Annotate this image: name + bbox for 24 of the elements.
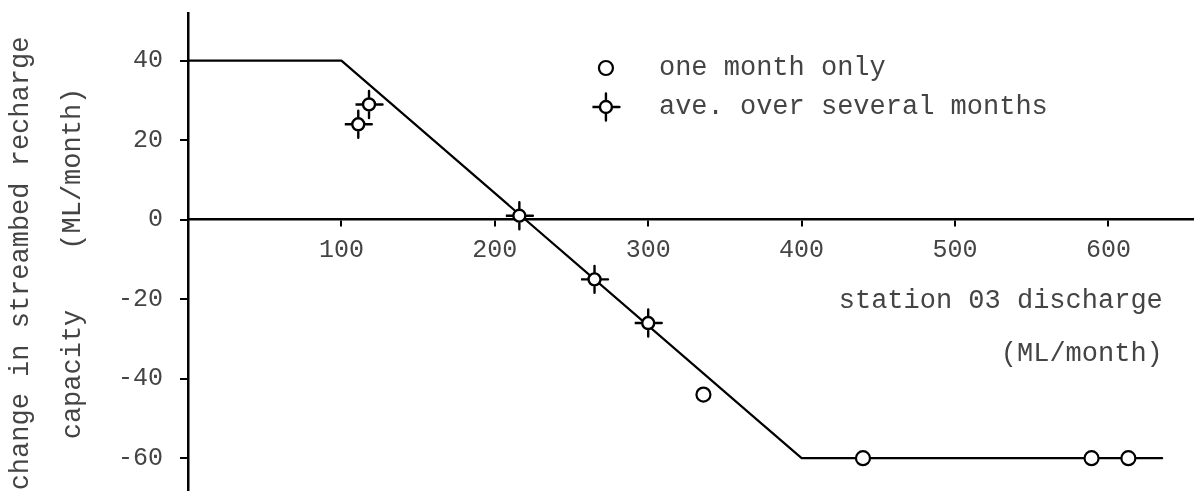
point xyxy=(633,308,663,338)
x-tick-label: 500 xyxy=(932,236,978,266)
x-tick-label: 100 xyxy=(318,236,364,266)
point xyxy=(343,109,373,139)
x-tick-label: 200 xyxy=(472,236,518,266)
y-tick-label: -60 xyxy=(117,443,163,473)
y-tick-label: -40 xyxy=(117,364,163,394)
point xyxy=(854,450,872,467)
point xyxy=(695,386,712,403)
x-axis-title: station 03 discharge (ML/month) xyxy=(838,285,1163,369)
y-tick-label: 20 xyxy=(132,125,163,155)
x-tick-label: 600 xyxy=(1085,236,1131,266)
point xyxy=(354,89,384,120)
point xyxy=(579,264,610,295)
y-tick-label: 40 xyxy=(132,46,163,76)
point xyxy=(504,201,535,231)
legend-label: ave. over several months xyxy=(658,92,1048,123)
y-tick-label: -20 xyxy=(117,284,163,314)
x-tick-label: 300 xyxy=(625,236,671,266)
x-tick-label: 400 xyxy=(779,236,825,266)
point xyxy=(1120,450,1137,467)
point xyxy=(1083,450,1100,467)
y-tick-label: 0 xyxy=(147,205,163,235)
legend-label: one month only xyxy=(658,53,886,84)
